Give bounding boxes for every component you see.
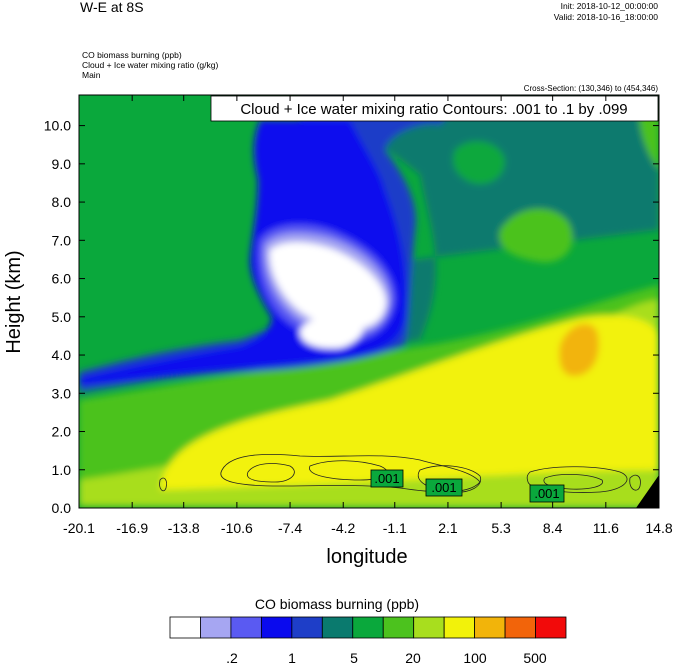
- x-tick-label: -1.1: [383, 520, 407, 536]
- colorbar-swatch: [443, 616, 476, 639]
- colorbar-swatch: [413, 616, 445, 639]
- contour-line: [246, 463, 295, 483]
- colorbar-label: 1: [288, 650, 296, 666]
- colorbar-swatch: [321, 616, 354, 639]
- x-tick-label: 2.1: [438, 520, 458, 536]
- field-co: CO biomass burning (ppb): [82, 50, 182, 60]
- field-main: Main: [82, 70, 101, 80]
- y-tick-label: 6.0: [52, 271, 72, 287]
- x-tick-label: 8.4: [543, 520, 563, 536]
- contour-legend: Cloud + Ice water mixing ratio Contours:…: [210, 95, 659, 122]
- colorbar-swatch: [535, 616, 567, 639]
- contour-label-box: [529, 484, 565, 503]
- colorbar-label: 100: [463, 650, 487, 666]
- x-tick-label: 14.8: [645, 520, 672, 536]
- colorbar: .2 1 5 20 100 500: [169, 616, 567, 666]
- field-region: [299, 315, 364, 349]
- colorbar-swatch: [169, 616, 201, 639]
- y-tick-label: 10.0: [44, 118, 71, 134]
- x-tick-label: 11.6: [593, 520, 619, 536]
- terrain: [636, 475, 659, 508]
- field-region: [499, 208, 573, 263]
- contour-line: [629, 474, 641, 491]
- contour-label: .001: [374, 471, 399, 486]
- contour-line: [159, 477, 167, 492]
- field-region: [559, 323, 599, 376]
- y-tick-label: 5.0: [52, 309, 72, 325]
- colorbar-swatch: [504, 616, 536, 639]
- x-tick-label: -16.9: [116, 520, 148, 536]
- colorbar-swatch: [352, 616, 384, 639]
- contour-label: .001: [534, 486, 559, 501]
- y-tick-label: 1.0: [52, 462, 72, 478]
- colorbar-swatch: [382, 616, 415, 639]
- field-region: [79, 95, 659, 395]
- init-time: Init: 2018-10-12_00:00:00: [560, 1, 658, 11]
- x-tick-label: -13.8: [168, 520, 200, 536]
- field-list: CO biomass burning (ppb) Cloud + Ice wat…: [82, 50, 218, 80]
- y-tick-label: 7.0: [52, 232, 72, 248]
- colorbar-label: 20: [405, 650, 421, 666]
- colorbar-swatch: [260, 616, 293, 639]
- colorbar-swatch: [291, 616, 323, 639]
- colorbar-swatch: [230, 616, 262, 639]
- y-tick-label: 9.0: [52, 156, 72, 172]
- x-axis-title: longitude: [326, 546, 407, 568]
- plot-title: W-E at 8S: [80, 0, 144, 15]
- y-tick-label: 0.0: [52, 500, 72, 516]
- colorbar-title: CO biomass burning (ppb): [254, 596, 420, 612]
- colorbar-label: 5: [350, 650, 358, 666]
- contour-label: .001: [431, 480, 456, 495]
- y-tick-label: 2.0: [52, 424, 72, 440]
- x-tick-label: -4.2: [331, 520, 355, 536]
- plot-frame: [78, 94, 660, 509]
- colorbar-label: 500: [523, 650, 547, 666]
- field-fill: [79, 95, 659, 508]
- valid-time: Valid: 2018-10-16_18:00:00: [553, 12, 658, 22]
- colorbar-swatch: [200, 616, 232, 639]
- y-axis-title: Height (km): [3, 250, 25, 353]
- x-tick-label: -10.6: [221, 520, 253, 536]
- field-region: [453, 141, 505, 184]
- x-tick-label: -7.4: [278, 520, 302, 536]
- field-region: [269, 242, 386, 329]
- field-cloud: Cloud + Ice water mixing ratio (g/kg): [82, 60, 219, 70]
- y-tick-label: 3.0: [52, 385, 72, 401]
- contour-label-box: [370, 469, 404, 488]
- contour-legend-text: Cloud + Ice water mixing ratio Contours:…: [240, 101, 627, 118]
- time-info: Init: 2018-10-12_00:00:00 Valid: 2018-10…: [554, 1, 658, 23]
- x-tick-label: -20.1: [63, 520, 95, 536]
- y-tick-label: 4.0: [52, 347, 72, 363]
- contour-line: [526, 466, 628, 493]
- colorbar-swatch: [474, 616, 506, 639]
- cross-section-label: Cross-Section: (130,346) to (454,346): [523, 84, 658, 93]
- field-region: [160, 315, 659, 490]
- colorbar-label: .2: [226, 650, 238, 666]
- x-tick-label: 5.3: [491, 520, 511, 536]
- y-tick-label: 8.0: [52, 194, 72, 210]
- contour-label-box: [425, 478, 463, 497]
